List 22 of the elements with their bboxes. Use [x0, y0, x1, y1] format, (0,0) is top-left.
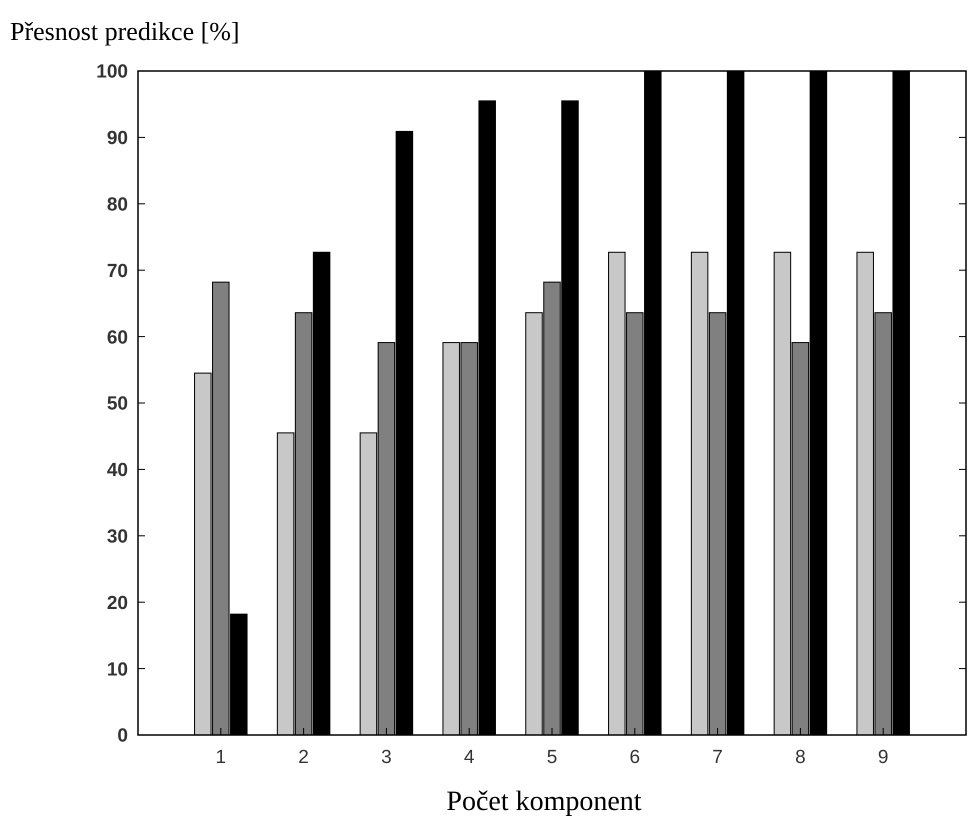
y-tick-label: 40 [106, 460, 128, 482]
x-tick-label: 5 [546, 747, 558, 768]
x-tick-label: 1 [216, 747, 226, 768]
y-tick-label: 50 [106, 394, 128, 415]
y-tick-label: 70 [106, 260, 128, 282]
y-tick-label: 0 [117, 726, 128, 747]
y-axis-title: Přesnost predikce [%] [10, 17, 240, 46]
x-tick-label: 3 [381, 747, 392, 768]
y-tick-label: 10 [106, 659, 128, 680]
x-tick-label: 2 [298, 747, 309, 768]
x-tick-label: 8 [795, 747, 806, 768]
x-tick-label: 7 [712, 747, 723, 768]
x-tick-label: 4 [464, 747, 475, 768]
y-tick-label: 60 [106, 327, 128, 348]
y-tick-label: 90 [106, 128, 128, 150]
y-tick-label: 80 [106, 194, 128, 216]
x-axis-title: Počet komponent [446, 786, 642, 817]
x-tick-label: 9 [878, 747, 888, 768]
y-tick-label: 100 [96, 62, 128, 83]
y-tick-label: 30 [106, 526, 128, 548]
y-tick-label: 20 [106, 592, 128, 614]
x-tick-label: 6 [630, 747, 640, 768]
